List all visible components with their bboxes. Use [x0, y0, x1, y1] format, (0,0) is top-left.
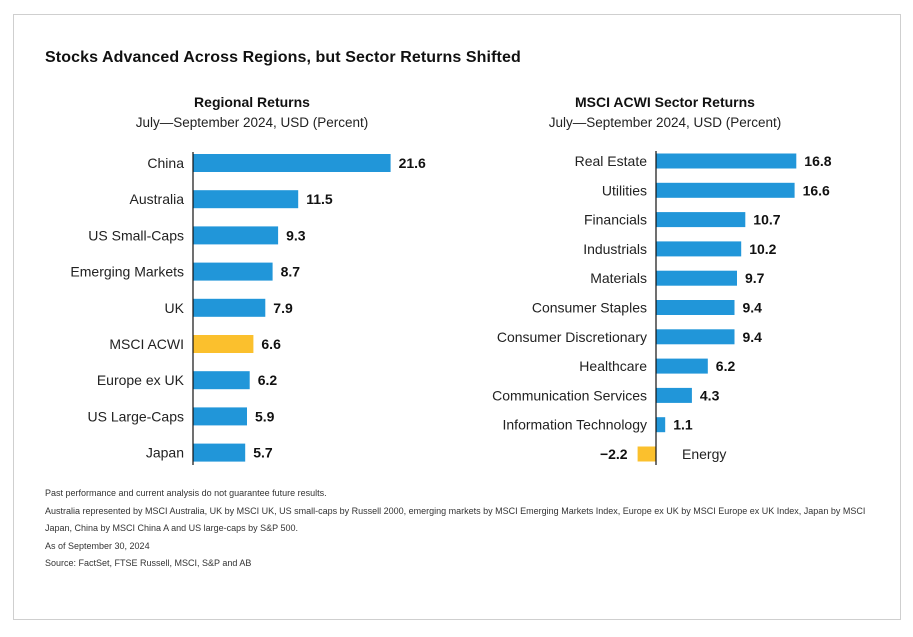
sector-category-label: Healthcare: [579, 358, 647, 374]
figure-frame: [13, 14, 901, 620]
regional-category-label: MSCI ACWI: [109, 336, 184, 352]
sector-bar-real-estate: [656, 153, 797, 169]
sector-value-label: 10.7: [753, 212, 780, 228]
regional-value-label: 21.6: [399, 155, 426, 171]
sector-category-label: Energy: [682, 446, 726, 462]
regional-bar-msci-acwi: [193, 335, 254, 353]
sector-value-label: 16.6: [803, 182, 830, 198]
sector-category-label: Financials: [584, 212, 647, 228]
sector-bar-consumer-discretionary: [656, 329, 735, 345]
sector-bar-energy: [637, 446, 656, 462]
sector-bar-information-technology: [656, 417, 666, 433]
regional-bar-emerging-markets: [193, 262, 273, 281]
regional-chart-title: Regional Returns: [194, 94, 310, 110]
source-note: Source: FactSet, FTSE Russell, MSCI, S&P…: [45, 558, 252, 568]
sector-category-label: Communication Services: [492, 387, 647, 403]
regional-value-label: 5.7: [253, 445, 273, 461]
regional-value-label: 11.5: [306, 191, 333, 207]
sector-value-label: 9.4: [743, 300, 763, 316]
regional-value-label: 6.2: [258, 372, 278, 388]
regional-category-label: China: [147, 155, 184, 171]
sector-value-label: 9.4: [743, 329, 763, 345]
sector-bar-communication-services: [656, 387, 692, 403]
sector-category-label: Consumer Discretionary: [497, 329, 647, 345]
regional-value-label: 7.9: [273, 300, 293, 316]
sector-category-label: Consumer Staples: [532, 300, 647, 316]
sector-category-label: Industrials: [583, 241, 647, 257]
sector-value-label: −2.2: [600, 446, 628, 462]
sector-category-label: Utilities: [602, 182, 647, 198]
regional-value-label: 5.9: [255, 408, 275, 424]
regional-bar-us-large-caps: [193, 407, 247, 426]
footnotes: Past performance and current analysis do…: [45, 485, 875, 573]
sector-bar-utilities: [656, 182, 795, 198]
regional-category-label: Japan: [146, 445, 184, 461]
regional-category-label: Emerging Markets: [70, 264, 184, 280]
as-of-note: As of September 30, 2024: [45, 540, 150, 551]
sector-bar-healthcare: [656, 358, 708, 374]
sector-category-label: Real Estate: [575, 153, 648, 169]
regional-bar-australia: [193, 190, 299, 209]
sector-chart-title: MSCI ACWI Sector Returns: [575, 94, 755, 110]
regional-value-label: 8.7: [281, 264, 301, 280]
sector-value-label: 1.1: [673, 417, 693, 433]
disclaimer-note: Past performance and current analysis do…: [45, 488, 327, 498]
regional-category-label: Europe ex UK: [97, 372, 185, 388]
sector-value-label: 10.2: [749, 241, 776, 257]
regional-bar-uk: [193, 298, 266, 317]
regional-category-label: Australia: [130, 191, 185, 207]
sector-category-label: Information Technology: [503, 417, 648, 433]
sector-chart-subtitle: July—September 2024, USD (Percent): [549, 115, 782, 130]
regional-category-label: UK: [165, 300, 185, 316]
sector-value-label: 16.8: [804, 153, 831, 169]
sector-category-label: Materials: [590, 270, 647, 286]
page-title: Stocks Advanced Across Regions, but Sect…: [45, 49, 521, 66]
regional-category-label: US Large-Caps: [88, 408, 185, 424]
regional-bar-china: [193, 154, 391, 172]
regional-bar-europe-ex-uk: [193, 371, 250, 390]
sector-bar-industrials: [656, 241, 742, 257]
sector-value-label: 4.3: [700, 387, 720, 403]
indices-note: Australia represented by MSCI Australia,…: [45, 505, 866, 534]
regional-value-label: 9.3: [286, 227, 306, 243]
regional-bar-japan: [193, 443, 246, 462]
sector-bar-materials: [656, 270, 737, 286]
sector-bar-financials: [656, 212, 746, 228]
regional-chart-subtitle: July—September 2024, USD (Percent): [136, 115, 369, 130]
sector-value-label: 9.7: [745, 270, 765, 286]
regional-value-label: 6.6: [261, 336, 281, 352]
sector-value-label: 6.2: [716, 358, 736, 374]
charts-canvas: Regional Returns July—September 2024, USD…: [70, 94, 832, 465]
sector-bar-consumer-staples: [656, 300, 735, 315]
regional-category-label: US Small-Caps: [88, 227, 184, 243]
regional-bar-us-small-caps: [193, 226, 279, 245]
